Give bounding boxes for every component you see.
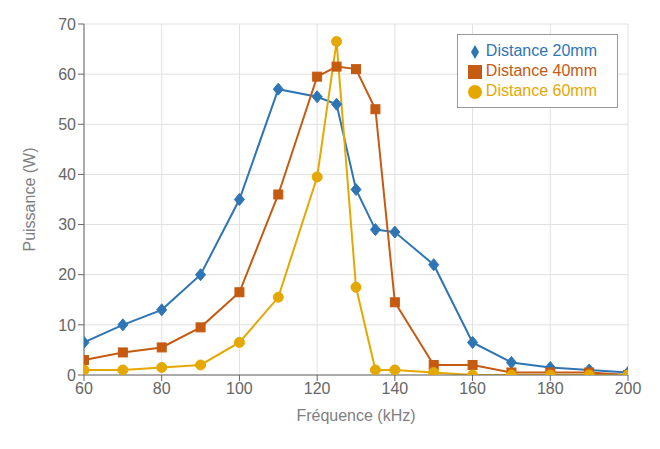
svg-text:200: 200	[615, 380, 642, 397]
svg-text:140: 140	[382, 380, 409, 397]
html-text:Distance 20mm: Distance 20mm	[485, 42, 597, 59]
svg-text:50: 50	[58, 116, 76, 133]
svg-text:30: 30	[58, 216, 76, 233]
svg-text:60: 60	[58, 66, 76, 83]
svg-text:Puissance (W): Puissance (W)	[21, 147, 38, 251]
svg-text:100: 100	[226, 380, 253, 397]
svg-text:160: 160	[459, 380, 486, 397]
svg-text:120: 120	[304, 380, 331, 397]
svg-text:80: 80	[153, 380, 171, 397]
svg-text:60: 60	[75, 380, 93, 397]
svg-text:10: 10	[58, 317, 76, 334]
svg-text:Fréquence (kHz): Fréquence (kHz)	[296, 407, 415, 424]
svg-text:70: 70	[58, 16, 76, 33]
svg-text:0: 0	[67, 367, 76, 384]
html-text:Distance 40mm: Distance 40mm	[485, 62, 597, 79]
html-text:Distance 60mm: Distance 60mm	[485, 82, 597, 99]
svg-text:40: 40	[58, 166, 76, 183]
svg-text:180: 180	[537, 380, 564, 397]
svg-text:20: 20	[58, 266, 76, 283]
